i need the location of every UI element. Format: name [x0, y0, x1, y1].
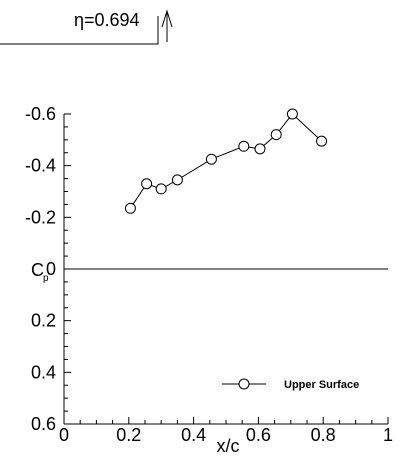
legend: Upper Surface: [222, 378, 359, 391]
data-point: [171, 174, 183, 186]
data-point: [270, 129, 282, 141]
x-tick-label: 0: [59, 425, 69, 445]
y-tick-label: 0.6: [31, 414, 56, 434]
y-tick-label: 0.2: [31, 311, 56, 331]
plot-axes: [63, 113, 389, 425]
y-tick-label: -0.2: [25, 207, 56, 227]
data-point: [124, 202, 136, 214]
x-tick-label: 1: [383, 425, 393, 445]
x-axis-title: x/c: [216, 436, 239, 456]
data-point: [141, 178, 153, 190]
station-callout-box: [0, 16, 159, 45]
station-callout: η=0.694: [0, 9, 173, 45]
y-axis-title-subscript: p: [43, 273, 49, 284]
data-point: [155, 183, 167, 195]
x-tick-labels: 0 0.2 0.4 0.6 0.8 1: [59, 425, 393, 445]
legend-label: Upper Surface: [284, 379, 359, 391]
axis-ticks: [63, 113, 389, 425]
series-line: [130, 113, 322, 209]
data-point: [238, 140, 250, 152]
station-label: η=0.694: [74, 10, 140, 30]
data-point: [316, 135, 328, 147]
y-tick-label: -0.6: [25, 104, 56, 124]
y-tick-label: -0.4: [25, 156, 56, 176]
x-tick-label: 0.2: [116, 425, 141, 445]
x-tick-label: 0.8: [311, 425, 336, 445]
data-point: [205, 153, 217, 165]
x-tick-label: 0.4: [181, 425, 206, 445]
series-layer: [124, 108, 328, 214]
y-axis-title: C p: [31, 260, 49, 284]
data-point: [254, 143, 266, 155]
data-point: [286, 108, 298, 120]
y-tick-label: 0: [46, 259, 56, 279]
y-tick-labels: -0.6 -0.4 -0.2 0 0.2 0.4 0.6: [25, 104, 56, 434]
legend-marker: [238, 378, 250, 390]
arrow-up-icon: [161, 9, 173, 42]
x-tick-label: 0.6: [246, 425, 271, 445]
y-tick-label: 0.4: [31, 362, 56, 382]
y-axis-title-main: C: [31, 260, 44, 280]
